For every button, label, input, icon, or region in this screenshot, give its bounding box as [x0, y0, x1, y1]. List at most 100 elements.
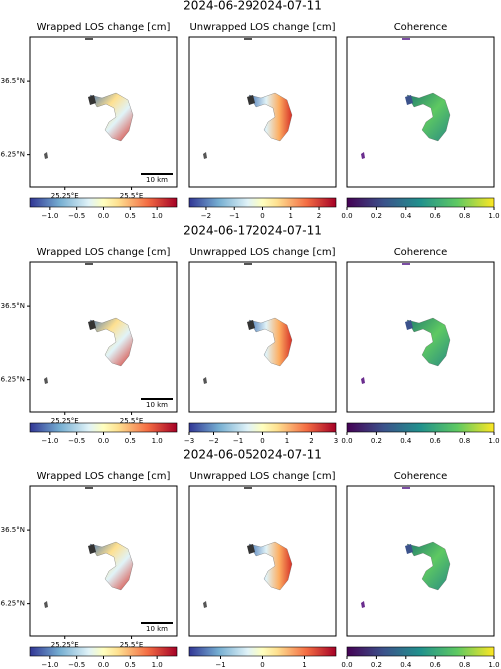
colorbar-tick-label: 0: [260, 437, 264, 445]
map-frame: [29, 261, 178, 413]
small-island: [361, 152, 365, 159]
panel-title: Unwrapped LOS change [cm]: [189, 471, 335, 482]
island: [248, 541, 293, 591]
map-frame: [346, 36, 495, 188]
map-frame: [29, 36, 178, 188]
small-island: [244, 38, 252, 40]
colorbar-tick-label: −0.5: [68, 212, 85, 220]
x-tick-label: 25.25°E: [51, 641, 79, 649]
panel-title: Coherence: [394, 471, 448, 482]
colorbar-tick-label: −1: [215, 661, 225, 669]
map-frame: [188, 261, 337, 413]
colorbar-tick-label: 1.0: [152, 212, 163, 220]
colorbar-tick-label: 0.6: [430, 212, 442, 220]
colorbar: [346, 422, 495, 433]
small-island: [361, 377, 365, 384]
small-island: [44, 377, 48, 384]
colorbar-tick-label: 1.0: [152, 661, 163, 669]
row-date-end: 2024-07-11: [252, 0, 322, 13]
colorbar-tick-label: 1: [302, 661, 306, 669]
x-tick-label: 25.5°E: [120, 641, 144, 649]
colorbar-tick-label: 0.8: [459, 437, 470, 445]
island: [248, 317, 293, 367]
colorbar-tick-label: 0.2: [371, 661, 382, 669]
colorbar-tick-label: −0.5: [68, 661, 85, 669]
colorbar-tick-label: 0.8: [459, 661, 470, 669]
therasia: [405, 320, 413, 330]
colorbar-tick-label: 1.0: [488, 212, 499, 220]
colorbar-tick-label: 0.0: [98, 212, 109, 220]
colorbar-tick-label: 0.4: [400, 212, 412, 220]
row-date-start: 2024-06-29: [183, 0, 253, 13]
small-island: [203, 601, 207, 608]
colorbar-tick-label: 0.6: [430, 437, 442, 445]
colorbar-tick-label: −1.0: [41, 661, 58, 669]
colorbar-tick-label: 2: [309, 437, 313, 445]
row-date-start: 2024-06-17: [183, 224, 253, 238]
map-frame: [346, 485, 495, 637]
small-island: [402, 487, 410, 489]
small-island: [85, 487, 93, 489]
colorbar: [346, 197, 495, 208]
island: [89, 317, 134, 367]
colorbar-tick-label: −3: [184, 437, 194, 445]
colorbar: [346, 646, 495, 657]
colorbar: [188, 197, 337, 208]
colorbar-tick-label: 1: [289, 212, 293, 220]
colorbar-tick-label: 1.0: [488, 661, 499, 669]
scale-bar-label: 10 km: [146, 401, 168, 409]
map-frame: [188, 485, 337, 637]
small-island: [203, 377, 207, 384]
island: [89, 92, 134, 142]
small-island: [85, 263, 93, 265]
scale-bar-label: 10 km: [146, 625, 168, 633]
colorbar-tick-label: 0.2: [371, 212, 382, 220]
colorbar-tick-label: −0.5: [68, 437, 85, 445]
colorbar-tick-label: 0.5: [125, 661, 136, 669]
y-tick-label: 36.25°N: [0, 151, 25, 159]
panel-title: Wrapped LOS change [cm]: [37, 471, 171, 482]
map-frame: [188, 36, 337, 188]
x-tick-label: 25.5°E: [120, 192, 144, 200]
x-tick-label: 25.25°E: [51, 192, 79, 200]
colorbar-tick-label: 0.5: [125, 212, 136, 220]
scale-bar-label: 10 km: [146, 176, 168, 184]
panel-title: Unwrapped LOS change [cm]: [189, 247, 335, 258]
small-island: [244, 263, 252, 265]
colorbar-tick-label: −1: [229, 212, 239, 220]
y-tick-label: 36.25°N: [0, 600, 25, 608]
colorbar-tick-label: 1: [285, 437, 289, 445]
island: [406, 541, 451, 591]
therasia: [247, 320, 255, 330]
therasia: [405, 544, 413, 554]
therasia: [247, 544, 255, 554]
y-tick-label: 36.5°N: [1, 77, 25, 85]
colorbar-tick-label: 3: [334, 437, 338, 445]
colorbar-tick-label: 1.0: [152, 437, 163, 445]
colorbar-tick-label: −2: [201, 212, 211, 220]
small-island: [85, 38, 93, 40]
small-island: [203, 152, 207, 159]
colorbar: [29, 197, 178, 208]
colorbar-tick-label: −1.0: [41, 212, 58, 220]
colorbar-tick-label: −1.0: [41, 437, 58, 445]
island: [248, 92, 293, 142]
therasia: [88, 95, 96, 105]
row-date-end: 2024-07-11: [252, 224, 322, 238]
colorbar: [188, 646, 337, 657]
colorbar-tick-label: 0: [260, 661, 264, 669]
small-island: [44, 601, 48, 608]
therasia: [247, 95, 255, 105]
colorbar-tick-label: 0.4: [400, 661, 412, 669]
colorbar-tick-label: 0.2: [371, 437, 382, 445]
y-tick-label: 36.25°N: [0, 376, 25, 384]
colorbar-tick-label: 1.0: [488, 437, 499, 445]
therasia: [88, 320, 96, 330]
row-date-end: 2024-07-11: [252, 448, 322, 462]
y-tick-label: 36.5°N: [1, 526, 25, 534]
colorbar-tick-label: 0.0: [341, 437, 352, 445]
colorbar-tick-label: 0.6: [430, 661, 442, 669]
colorbar-tick-label: 0.4: [400, 437, 412, 445]
colorbar-tick-label: 0.0: [98, 437, 109, 445]
